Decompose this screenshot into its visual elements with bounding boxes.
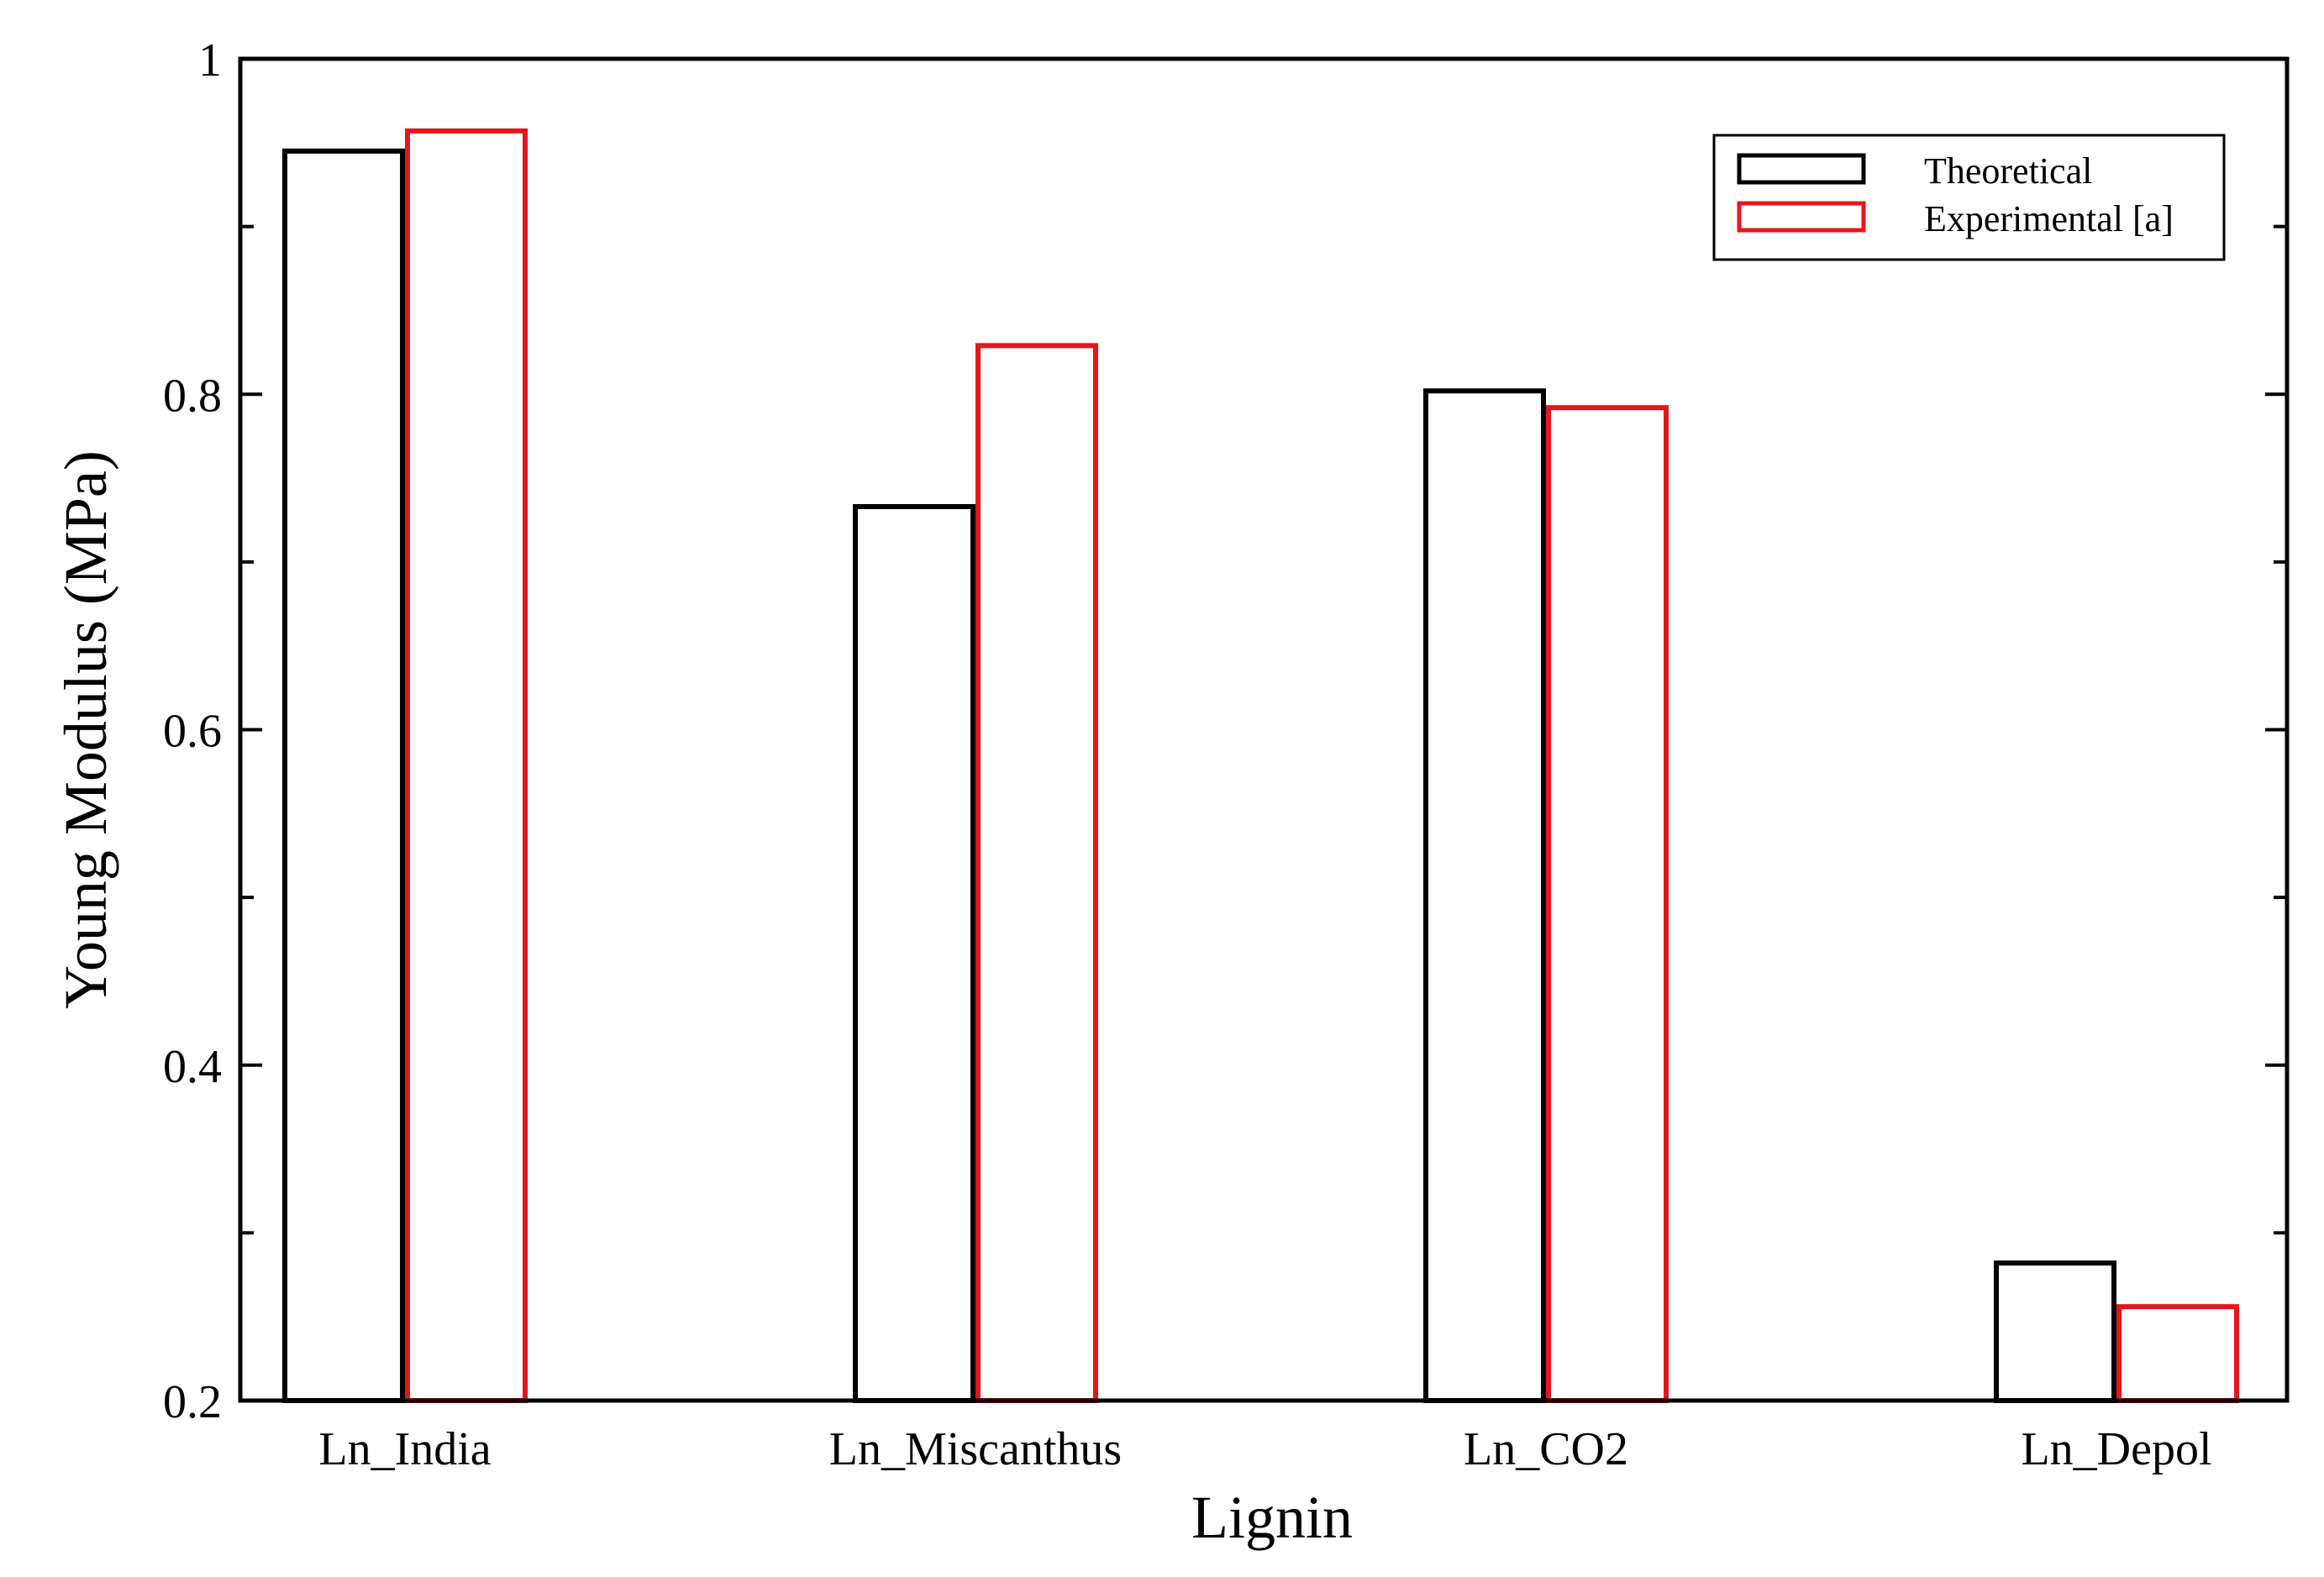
y-tick-label: 0.2 bbox=[163, 1376, 222, 1428]
bar-ln-depol-theoretical bbox=[1994, 1260, 2116, 1403]
legend-label-theoretical: Theoretical bbox=[1924, 150, 2092, 192]
y-tick-label: 0.8 bbox=[163, 370, 222, 422]
bar-ln-india-theoretical bbox=[282, 148, 405, 1404]
bar-ln-india-experimental bbox=[405, 128, 528, 1403]
x-tick-label: Ln_Miscanthus bbox=[829, 1423, 1122, 1475]
legend-label-experimental: Experimental [a] bbox=[1924, 198, 2174, 239]
bar-ln-co2-theoretical bbox=[1423, 388, 1546, 1404]
bar-ln-miscanthus-experimental bbox=[975, 343, 1098, 1403]
x-tick-labels: Ln_India Ln_Miscanthus Ln_CO2 Ln_Depol bbox=[318, 1423, 2211, 1475]
y-axis-label: Young Modulus (MPa) bbox=[52, 450, 119, 1009]
y-axis-ticks bbox=[240, 57, 2287, 1402]
y-tick-label: 1 bbox=[198, 34, 222, 87]
bars-layer bbox=[282, 128, 2239, 1404]
y-tick-label: 0.4 bbox=[163, 1041, 222, 1093]
plot-frame bbox=[238, 56, 2290, 1403]
legend-swatch-theoretical bbox=[1737, 153, 1866, 185]
y-tick-labels: 0.2 0.4 0.6 0.8 1 bbox=[163, 34, 222, 1428]
x-tick-label: Ln_Depol bbox=[2021, 1423, 2211, 1475]
x-tick-label: Ln_India bbox=[318, 1423, 491, 1475]
y-tick-label: 0.6 bbox=[163, 706, 222, 758]
bar-ln-co2-experimental bbox=[1546, 405, 1669, 1404]
legend-swatch-experimental bbox=[1737, 201, 1866, 233]
legend: Theoretical Experimental [a] bbox=[1712, 134, 2226, 261]
x-tick-label: Ln_CO2 bbox=[1464, 1423, 1628, 1475]
x-axis-label: Lignin bbox=[1191, 1484, 1353, 1551]
bar-ln-miscanthus-theoretical bbox=[853, 503, 975, 1403]
bar-ln-depol-experimental bbox=[2116, 1304, 2239, 1403]
